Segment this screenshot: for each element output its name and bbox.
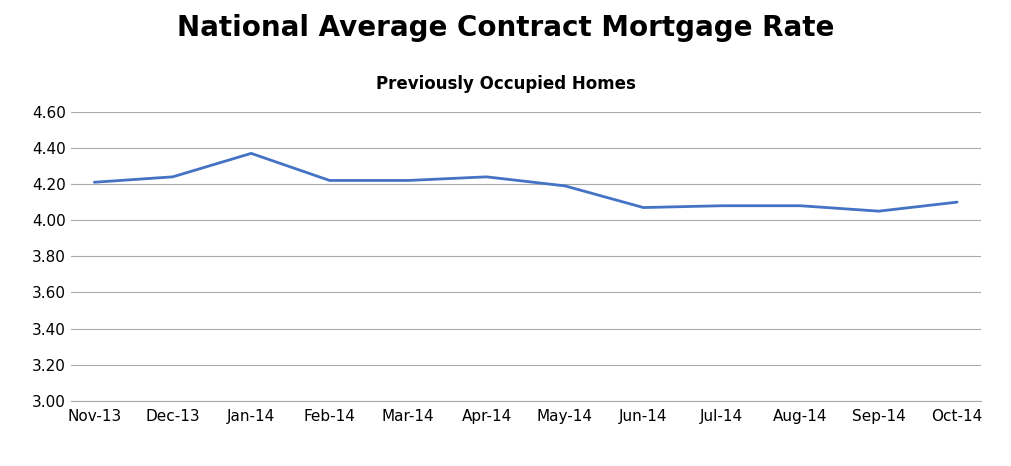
Text: Previously Occupied Homes: Previously Occupied Homes <box>375 75 636 93</box>
Text: National Average Contract Mortgage Rate: National Average Contract Mortgage Rate <box>177 14 834 42</box>
